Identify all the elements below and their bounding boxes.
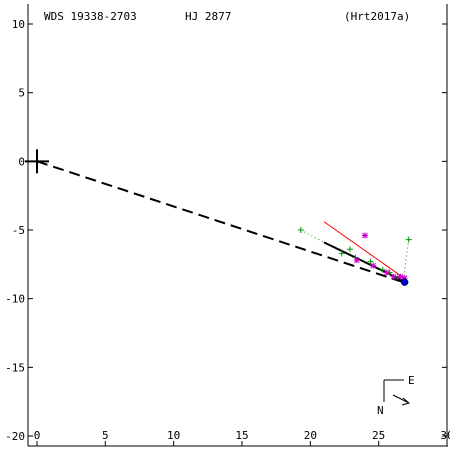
x-tick-label: 20 [304,429,317,442]
plus-point [405,236,412,243]
plot-frame [27,4,448,447]
plus-point [297,227,304,233]
wds-id-label: WDS 19338-2703 [44,10,137,23]
y-tick-label: 5 [18,87,25,100]
orbit-lines [36,160,410,284]
y-tick-label: -20 [5,430,25,443]
x-tick-label: 10 [167,429,180,442]
latest-point [400,278,409,286]
y-tick-label: -15 [5,361,25,374]
fit-line [323,221,407,280]
asterisk-d2 [353,257,360,264]
compass-east-label: E [408,374,415,387]
y-tick-label: 10 [12,18,25,31]
asterisk-point [353,257,360,264]
x-tick-label: 25 [372,429,385,442]
asterisk-d2 [390,273,397,280]
y-tick-label: -10 [5,293,25,306]
compass-north-label: N [377,404,384,417]
asterisk-point [362,232,368,239]
asterisk-d2 [397,273,404,280]
x-tick-label: 30 [440,429,450,442]
data-points [297,227,412,286]
x-tick-label: 15 [235,429,248,442]
asterisk-point [397,273,404,280]
x-tick-label: 0 [34,429,41,442]
compass: E N [377,374,415,417]
y-tick-label: 0 [18,155,25,168]
guide-line [402,239,410,281]
plus-point [346,246,353,253]
axis-ticks: 10 5 0 -5 -10 -15 -20 0 5 10 15 20 25 30 [5,18,450,446]
reference-label: (Hrt2017a) [344,10,410,23]
x-tick-label: 5 [102,429,109,442]
discoverer-label: HJ 2877 [185,10,231,23]
asterisk-d2 [384,269,390,276]
guide-line [300,229,325,243]
y-tick-label: -5 [12,224,25,237]
motion-arrow-icon [392,394,411,406]
asterisk-point [383,269,390,276]
asterisk-d2 [370,262,377,269]
asterisk-point [370,262,377,269]
plus-point [338,250,345,257]
asterisk-point [390,273,397,280]
orbit-dashed-line [36,160,404,284]
asterisk-d2 [362,232,368,239]
